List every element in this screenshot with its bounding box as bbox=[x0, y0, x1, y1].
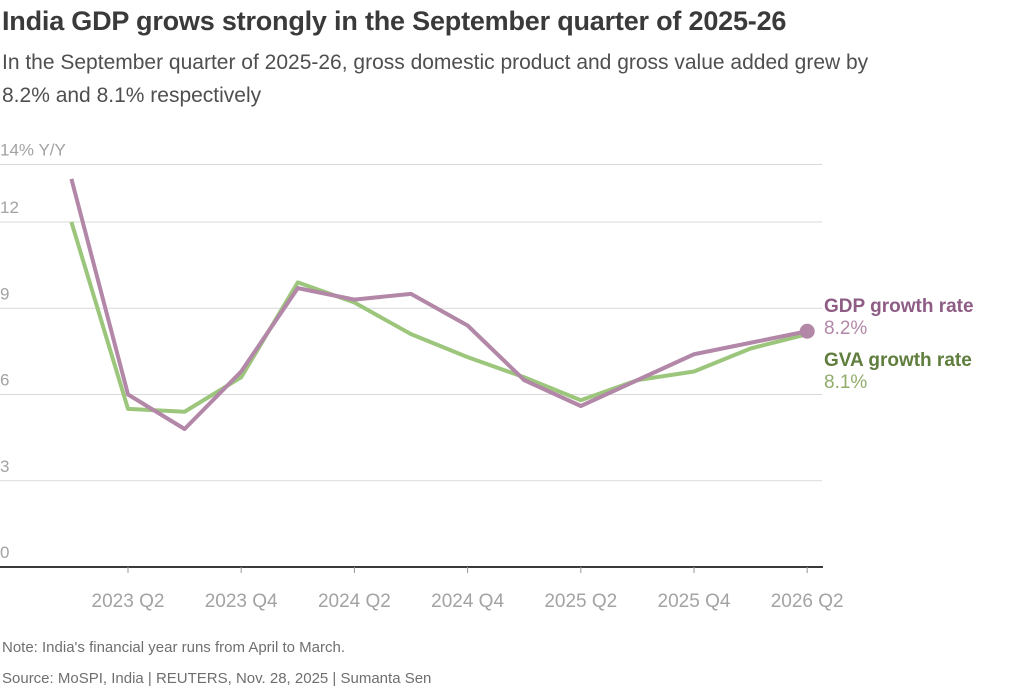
gdp-end-dot bbox=[799, 323, 815, 339]
subtitle-line-2: 8.2% and 8.1% respectively bbox=[2, 84, 262, 107]
x-tick-label: 2024 Q4 bbox=[431, 591, 504, 612]
y-tick-label: 0 bbox=[0, 543, 9, 562]
subtitle-line-1: In the September quarter of 2025-26, gro… bbox=[2, 51, 869, 74]
y-tick-label: 12 bbox=[0, 198, 19, 217]
chart-title: India GDP grows strongly in the Septembe… bbox=[2, 6, 787, 36]
y-tick-label: 9 bbox=[0, 284, 9, 303]
y-tick-label: 14% Y/Y bbox=[0, 141, 66, 160]
chart-subtitle: In the September quarter of 2025-26, gro… bbox=[2, 46, 1012, 112]
gdp-latest-value: 8.2% bbox=[824, 318, 868, 339]
chart-note: Note: India's financial year runs from A… bbox=[2, 639, 346, 656]
chart-source: Source: MoSPI, India | REUTERS, Nov. 28,… bbox=[2, 670, 432, 687]
gva-line bbox=[69, 221, 808, 414]
x-tick-label: 2023 Q4 bbox=[205, 591, 278, 612]
line-chart: 14% Y/Y 12 9 6 3 0 2023 Q2 2023 Q4 2024 Q2 2024 Q… bbox=[0, 141, 844, 612]
gva-series-label: GVA growth rate bbox=[824, 350, 972, 371]
y-tick-label: 6 bbox=[0, 371, 9, 390]
x-tick-label: 2023 Q2 bbox=[92, 591, 165, 612]
x-tick-label: 2025 Q4 bbox=[658, 591, 731, 612]
gva-latest-value: 8.1% bbox=[824, 372, 868, 393]
gdp-series-label: GDP growth rate bbox=[824, 296, 974, 317]
x-tick-label: 2026 Q2 bbox=[771, 591, 844, 612]
x-tick-label: 2024 Q2 bbox=[318, 591, 391, 612]
x-tick-label: 2025 Q2 bbox=[544, 591, 617, 612]
gdp-line bbox=[69, 178, 808, 431]
y-tick-label: 3 bbox=[0, 457, 9, 476]
